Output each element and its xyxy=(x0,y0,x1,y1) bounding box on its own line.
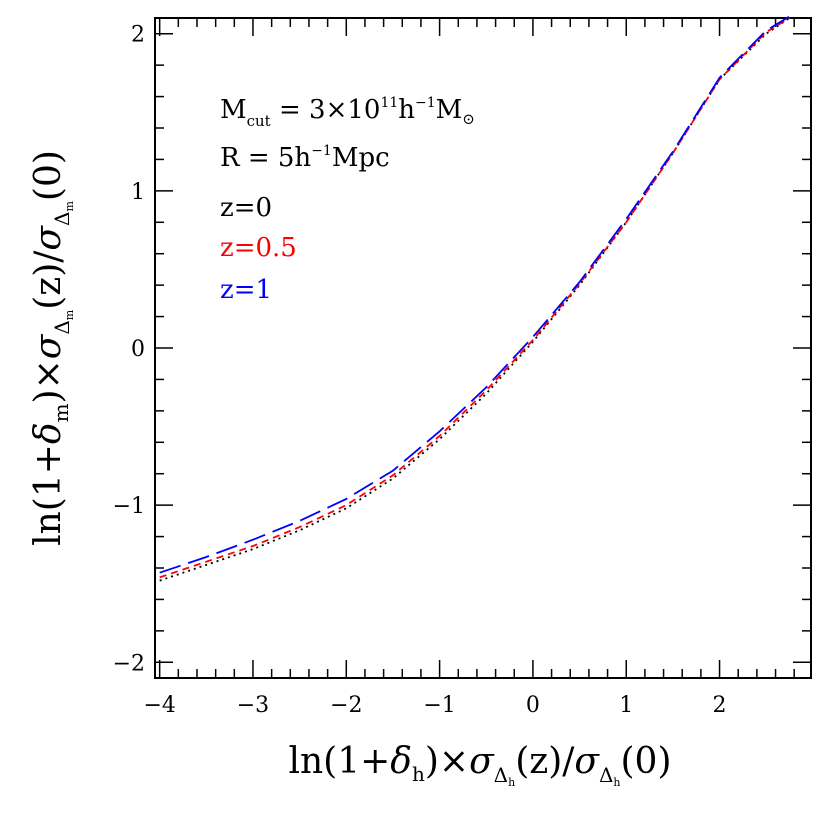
x-tick-label: 1 xyxy=(619,693,633,718)
y-tick-label: 0 xyxy=(131,337,145,362)
x-tick-label: −2 xyxy=(330,693,362,718)
y-axis-title-group: ln(1+δm)×σΔm(z)/σΔm(0) xyxy=(28,150,76,546)
plot-lines xyxy=(159,15,791,582)
series-line-2 xyxy=(159,15,790,574)
y-axis-title: ln(1+δm)×σΔm(z)/σΔm(0) xyxy=(28,150,76,546)
annotations: Mcut = 3×1011h−1M⊙ R = 5h−1Mpc z=0 z=0.5… xyxy=(220,95,475,305)
x-tick-label: 0 xyxy=(526,693,540,718)
ticks xyxy=(155,18,811,678)
legend-entry-z0: z=0 xyxy=(220,193,272,223)
y-tick-label: −1 xyxy=(113,494,145,519)
y-tick-label: 2 xyxy=(131,23,145,48)
legend-entry-z1: z=1 xyxy=(220,275,272,305)
annotation-radius: R = 5h−1Mpc xyxy=(220,143,390,173)
y-tick-label: 1 xyxy=(131,180,145,205)
annotation-mcut: Mcut = 3×1011h−1M⊙ xyxy=(220,95,475,130)
x-axis-title: ln(1+δh)×σΔh(z)/σΔh(0) xyxy=(288,741,671,789)
tick-labels: −4 −3 −2 −1 0 1 2 −2 −1 0 1 2 xyxy=(113,23,727,718)
y-tick-label: −2 xyxy=(113,651,145,676)
x-tick-label: −1 xyxy=(423,693,455,718)
legend-entry-z05: z=0.5 xyxy=(220,233,297,263)
x-tick-label: −4 xyxy=(143,693,175,718)
x-tick-label: −3 xyxy=(237,693,269,718)
x-tick-label: 2 xyxy=(713,693,727,718)
